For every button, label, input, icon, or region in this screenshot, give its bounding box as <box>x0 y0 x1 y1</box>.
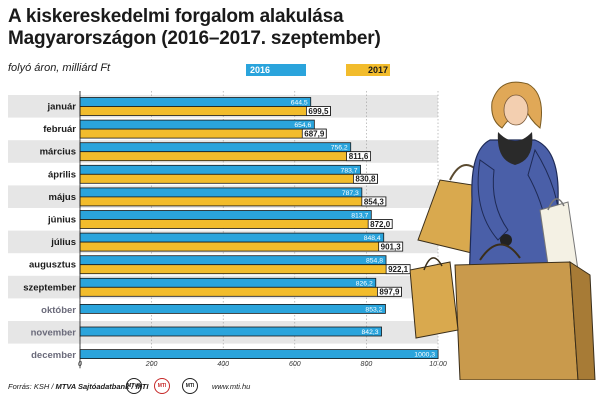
value-box-2017 <box>378 241 404 252</box>
legend-2016: 2016 <box>246 64 306 76</box>
category-label: október <box>41 305 76 316</box>
bar-2016 <box>79 142 352 153</box>
value-label-2016: 813,7 <box>351 213 368 220</box>
bar-2017 <box>79 241 404 252</box>
legend-label-2017: 2017 <box>368 65 389 75</box>
bar-2017 <box>79 106 331 116</box>
value-label-2017: 872,0 <box>370 220 391 229</box>
bar-2016 <box>79 277 377 288</box>
x-tick-label: 600 <box>289 361 301 368</box>
value-label-2017: 830,8 <box>355 175 376 184</box>
bar-2017 <box>79 286 402 297</box>
category-label: június <box>47 215 76 226</box>
category-label: március <box>40 147 76 158</box>
value-label-2017: 922,1 <box>388 265 409 274</box>
mti-logo-2: MTI <box>182 378 198 394</box>
value-box-2017 <box>361 196 387 207</box>
value-box-2017 <box>301 128 327 139</box>
value-label-2016: 848,4 <box>364 235 381 242</box>
category-label: január <box>46 102 76 113</box>
mtva-logo: MTVA <box>126 378 142 394</box>
bar-2017 <box>79 264 411 275</box>
value-box-2017 <box>385 264 411 275</box>
legend-swatch-2017 <box>346 64 390 76</box>
value-box-2017 <box>353 173 378 184</box>
value-label-2016: 644,5 <box>291 100 308 107</box>
bar-2017 <box>79 151 371 162</box>
legend-swatch-2016 <box>246 64 306 76</box>
value-label-2016: 854,8 <box>366 258 383 265</box>
value-label-2017: 901,3 <box>381 243 402 252</box>
bar-2017 <box>79 173 378 184</box>
source-url: www.mti.hu <box>212 382 251 391</box>
source-prefix: Forrás: KSH / <box>8 382 56 391</box>
bar-2016 <box>79 303 386 314</box>
bar-2017 <box>79 128 327 139</box>
category-label: szeptember <box>23 282 76 293</box>
x-tick-label: 10 00 <box>429 361 447 368</box>
category-label: július <box>50 237 76 248</box>
bar-2016 <box>79 326 382 337</box>
value-label-2016: 783,7 <box>341 167 358 174</box>
value-label-2016: 853,2 <box>365 306 382 313</box>
bar-2016 <box>79 97 312 107</box>
bar-2016 <box>79 164 361 175</box>
bar-2016 <box>79 232 385 243</box>
category-label: augusztus <box>29 260 76 271</box>
category-label: május <box>49 192 76 203</box>
source-bold: MTVA Sajtóadatbank / MTI <box>55 382 149 391</box>
category-label: február <box>43 124 76 135</box>
value-label-2017: 854,3 <box>364 197 385 206</box>
value-label-2016: 654,6 <box>294 122 311 129</box>
value-box-2017 <box>367 219 393 229</box>
bar-2016 <box>79 187 363 198</box>
legend-2017: 2017 <box>346 64 390 76</box>
category-label: április <box>48 169 76 180</box>
mti-logo: MTI <box>154 378 170 394</box>
unit-label: folyó áron, milliárd Ft <box>8 62 111 74</box>
x-tick-label: 800 <box>361 361 373 368</box>
chart-title: A kiskereskedelmi forgalom alakulása Mag… <box>8 6 381 49</box>
value-box-2017 <box>377 286 402 297</box>
source-note: Forrás: KSH / MTVA Sajtóadatbank / MTI <box>8 382 148 391</box>
category-label: november <box>31 328 77 339</box>
value-label-2016: 756,2 <box>331 145 348 152</box>
bar-2016 <box>79 210 372 220</box>
value-label-2016: 787,3 <box>342 190 359 197</box>
x-tick-label: 200 <box>145 361 158 368</box>
value-label-2017: 897,9 <box>379 288 400 297</box>
value-label-2017: 811,6 <box>349 152 369 161</box>
value-box-2017 <box>346 151 371 162</box>
value-label-2016: 842,3 <box>362 329 379 336</box>
value-label-2017: 687,9 <box>304 130 325 139</box>
value-label-2016: 826,2 <box>356 280 373 287</box>
bar-2017 <box>79 196 387 207</box>
bar-2016 <box>79 349 439 360</box>
x-tick-label: 400 <box>217 361 229 368</box>
value-label-2016: 1000,3 <box>414 352 435 359</box>
category-label: december <box>31 350 76 361</box>
value-label-2017: 699,5 <box>308 107 329 116</box>
bar-2016 <box>79 255 387 266</box>
bar-2017 <box>79 219 393 229</box>
legend-label-2016: 2016 <box>250 65 271 75</box>
bar-2016 <box>79 119 315 130</box>
shopping-woman-illustration <box>410 81 596 380</box>
value-box-2017 <box>306 106 331 116</box>
